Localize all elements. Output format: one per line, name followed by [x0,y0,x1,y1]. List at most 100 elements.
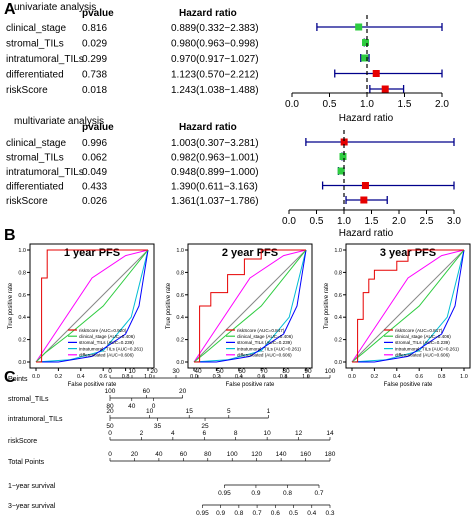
nomogram-tick-label: 15 [186,408,194,415]
nomogram-tick-label: 50 [216,368,224,375]
y-tick-label: 0.4 [18,315,26,321]
x-tick-label: 0.8 [438,374,446,380]
nomogram-tick-label: 80 [282,368,290,375]
hazard-ratio-point [381,85,389,93]
nomogram-tick-label: 20 [179,388,187,395]
nomogram-tick-label: 20 [106,408,114,415]
nomogram-tick-label: 140 [276,451,287,458]
roc-plot-frame [29,243,155,369]
row-name: intratumoral_TILs [6,167,84,178]
x-tick-label: 0.0 [348,374,356,380]
x-tick-label: 0.2 [55,374,63,380]
x-tick-label: 0.0 [282,216,296,227]
legend-label: differentiated (AUC=0.606) [395,353,450,358]
roc-panel-2: 2 year PFS 0.0 0.0 0.2 0.2 0.4 0.4 0.6 0.6 0.8 0.8… [166,243,313,388]
nomogram-tick-label: 14 [326,430,334,437]
row-hazard-ratio: 0.980(0.963−0.998) [171,39,259,50]
nomogram-tick-label: 0 [108,451,112,458]
roc-curve-riskScore [194,249,306,363]
x-tick-label: 0.2 [213,374,221,380]
row-hazard-ratio: 1.243(1.038−1.488) [171,85,259,96]
panel-label-c: C [4,369,16,386]
univariate-hr-header: Hazard ratio [179,8,237,19]
nomogram-tick-label: 1 [267,408,271,415]
nomogram-row-label: Points [8,376,28,383]
y-tick-label: 0.8 [334,270,342,276]
y-tick-label: 0.4 [334,315,342,321]
nomogram-tick-label: 0.7 [314,490,323,497]
roc-xlabel: False positive rate [68,382,117,388]
legend-label: stromal_TILs (AUC=0.239) [79,340,134,345]
nomogram-tick-label: 10 [128,368,136,375]
row-pvalue: 0.816 [82,23,107,34]
nomogram-tick-label: 12 [295,430,303,437]
x-tick-label: 0.8 [122,374,130,380]
x-tick-label: 1.0 [144,374,152,380]
row-name: clinical_stage [6,138,66,149]
hazard-ratio-point [361,182,369,189]
row-name: riskScore [6,196,48,207]
hazard-ratio-point [372,70,380,77]
legend-label: intratumoral_TILs (AUC=0.261) [79,346,143,351]
nomogram-tick-label: 160 [300,451,311,458]
roc-xlabel: False positive rate [384,382,433,388]
legend-label: intratumoral_TILs (AUC=0.261) [237,346,301,351]
roc-title: 1 year PFS [64,247,120,259]
roc-curve-intratumoral_TILs [351,249,465,363]
row-hazard-ratio: 1.361(1.037−1.786) [171,196,259,207]
nomogram-tick-label: 70 [260,368,268,375]
nomogram-tick-label: 0.95 [196,510,209,517]
nomogram-tick-label: 0.4 [307,510,316,517]
legend-label: riskScore (AUC=0.847) [237,328,285,333]
legend-label: differentiated (AUC=0.606) [79,353,134,358]
hazard-ratio-point [339,153,347,160]
chance-diagonal [35,249,149,363]
x-tick-label: 1.5 [398,99,412,110]
multivariate-title: multivariate analysis [14,116,104,127]
y-tick-label: 0.0 [18,360,26,366]
nomogram-row-label: 3−year survival [8,503,56,510]
nomogram-tick-label: 30 [172,368,180,375]
row-hazard-ratio: 0.948(0.899−1.000) [171,167,259,178]
roc-xlabel: False positive rate [226,382,275,388]
x-tick-label: 0.2 [371,374,379,380]
multivariate-pvalue-header: pvalue [82,122,114,133]
legend-label: intratumoral_TILs (AUC=0.261) [395,346,459,351]
row-name: differentiated [6,70,64,81]
y-tick-label: 0.8 [18,270,26,276]
hazard-ratio-point [362,39,369,46]
nomogram-tick-label: 35 [154,423,162,430]
nomogram-tick-label: 180 [325,451,336,458]
nomogram-tick-label: 0.8 [234,510,243,517]
nomogram-row: Points 0 10 20 30 40 50 60 70 80 90 100 [8,368,336,383]
roc-curve-stromal_TILs [194,249,307,363]
x-tick-label: 1.0 [360,99,374,110]
univariate-title: univariate analysis [14,2,96,13]
roc-curve-stromal_TILs [36,249,149,363]
roc-curve-clinical_stage [193,249,307,363]
nomogram-row: stromal_TILs 100 60 20 80 40 0 [8,388,187,410]
nomogram-tick-label: 40 [155,451,163,458]
nomogram-row: intratumoral_TILs 20 10 15 5 1 50 35 25 [8,408,271,430]
roc-curve-intratumoral_TILs [35,249,149,363]
y-tick-label: 0.6 [334,293,342,299]
row-pvalue: 0.026 [82,196,107,207]
row-pvalue: 0.433 [82,182,107,193]
row-name: intratumoral_TILs [6,54,84,65]
nomogram-tick-label: 4 [171,430,175,437]
x-tick-label: 3.0 [447,216,461,227]
roc-curve-riskScore [36,249,148,363]
legend-label: riskScore (AUC=0.920) [79,328,127,333]
y-tick-label: 0.8 [176,270,184,276]
y-tick-label: 0.6 [176,293,184,299]
row-hazard-ratio: 0.970(0.917−1.027) [171,54,259,65]
y-tick-label: 1.0 [176,248,184,254]
legend-label: clinical_stage (AUC=0.406) [79,334,135,339]
panel-label-b: B [4,227,16,244]
legend-label: stromal_TILs (AUC=0.239) [237,340,292,345]
nomogram-tick-label: 5 [227,408,231,415]
y-tick-label: 0.2 [334,338,342,344]
nomogram-tick-label: 0.9 [216,510,225,517]
